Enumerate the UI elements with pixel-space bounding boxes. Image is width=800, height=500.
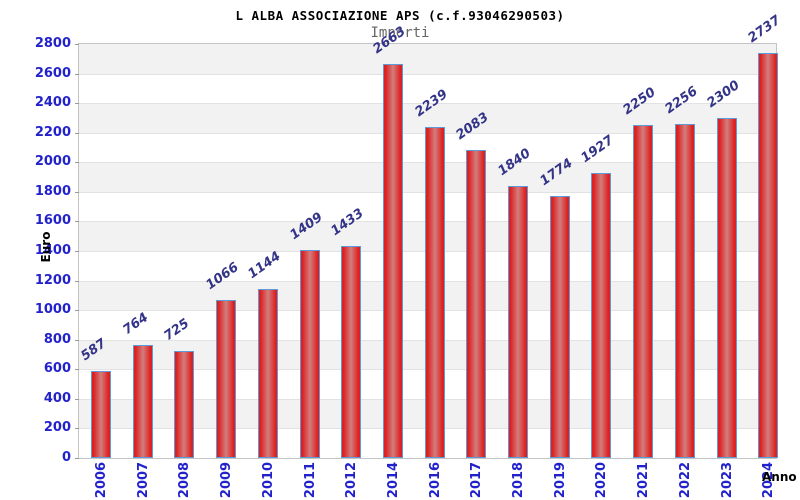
y-axis-title: Euro [39,231,53,263]
bar-2011 [299,249,320,458]
bar-2016 [424,126,445,458]
y-tick-mark [75,103,79,104]
y-tick-mark [75,428,79,429]
x-tick-label: 2006 [93,461,109,499]
y-tick-label: 2400 [34,95,71,111]
bar-2017 [466,150,487,458]
gridline [79,74,776,75]
y-tick-mark [75,221,79,222]
x-tick-label: 2014 [385,461,401,499]
y-tick-mark [75,310,79,311]
plot-band [79,73,776,104]
bar-2014 [382,64,403,458]
x-tick-label: 2019 [552,461,568,499]
bar-2006 [91,371,111,458]
y-tick-label: 2600 [34,65,71,81]
x-tick-label: 2011 [302,461,317,499]
y-tick-mark [75,162,79,163]
y-tick-label: 2000 [34,154,71,170]
y-tick-mark [75,281,79,282]
y-tick-label: 0 [61,450,71,465]
y-tick-label: 2200 [34,124,71,140]
chart-title: L ALBA ASSOCIAZIONE APS (c.f.93046290503… [235,8,565,23]
bar-2012 [341,246,362,458]
y-tick-label: 600 [43,361,71,377]
bar-2020 [591,173,612,458]
y-tick-label: 1000 [34,302,71,318]
chart-subtitle: Importi [370,25,430,41]
bar-2024 [758,53,779,458]
gridline [79,103,776,104]
x-tick-label: 2012 [343,461,359,499]
x-tick-label: 2008 [176,461,192,499]
bar-2019 [549,195,570,458]
y-tick-label: 200 [43,420,71,436]
bar-2008 [174,350,195,458]
x-tick-label: 2018 [510,461,526,499]
y-tick-mark [75,399,79,400]
x-tick-label: 2007 [135,461,151,499]
x-tick-label: 2016 [427,461,443,499]
x-tick-label: 2020 [593,461,609,499]
y-tick-label: 1800 [34,183,71,199]
y-tick-mark [75,44,79,45]
bar-2009 [216,300,237,458]
x-tick-label: 2023 [719,461,734,499]
x-tick-label: 2022 [677,461,693,499]
x-tick-label: 2009 [218,461,234,499]
y-tick-mark [75,192,79,193]
x-tick-label: 2017 [468,461,484,499]
bar-2007 [132,345,153,458]
y-tick-label: 2800 [34,36,71,51]
y-tick-mark [75,251,79,252]
x-tick-label: 2010 [260,461,276,499]
y-tick-mark [75,458,79,459]
y-tick-label: 1400 [34,243,71,258]
bar-2023 [716,117,737,458]
y-tick-label: 1200 [34,272,71,288]
x-tick-label: 2021 [635,461,651,499]
plot-band [79,44,776,74]
bar-2018 [508,185,528,458]
y-tick-mark [75,133,79,134]
y-tick-label: 1600 [34,213,71,229]
x-axis-title: Anno [762,470,797,484]
y-tick-mark [75,369,79,370]
y-tick-mark [75,74,79,75]
bar-2022 [674,124,695,458]
y-tick-label: 800 [43,331,71,347]
y-tick-label: 400 [43,390,71,406]
bar-2010 [257,288,278,458]
bar-2021 [633,125,654,458]
y-tick-mark [75,340,79,341]
